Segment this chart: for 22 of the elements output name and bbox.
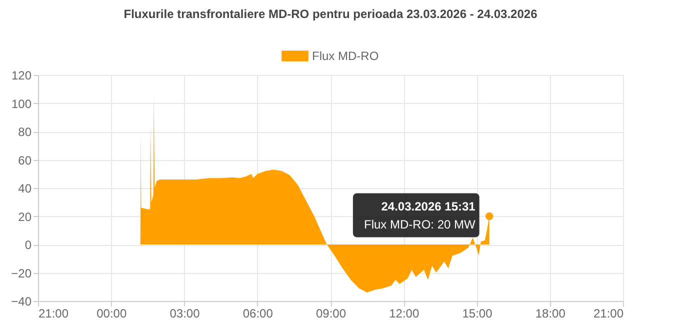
x-tick-label: 12:00 xyxy=(389,306,420,320)
y-tick-label: −40 xyxy=(11,294,32,308)
x-tick-label: 06:00 xyxy=(242,306,274,320)
y-tick-label: 0 xyxy=(24,238,32,252)
x-tick-label: 09:00 xyxy=(316,306,346,320)
y-tick-label: 20 xyxy=(18,210,32,224)
y-tick-label: 40 xyxy=(18,182,32,196)
x-tick-label: 21:00 xyxy=(38,306,69,320)
y-tick-label: 100 xyxy=(11,96,32,111)
annotation: 24.03.2026 15:31 xyxy=(381,199,476,214)
x-tick-label: 00:00 xyxy=(96,306,127,320)
y-tick-label: 80 xyxy=(18,125,32,139)
annotation: Flux MD-RO: 20 MW xyxy=(364,217,476,232)
x-tick-label: 03:00 xyxy=(170,306,200,320)
x-tick-label: 21:00 xyxy=(593,306,624,320)
y-tick-label: −20 xyxy=(11,266,32,280)
x-tick-label: 15:00 xyxy=(462,306,493,320)
y-tick-label: 60 xyxy=(18,153,32,168)
legend-label: Flux MD-RO xyxy=(312,49,379,63)
y-tick-label: 120 xyxy=(11,68,32,82)
chart-title: Fluxurile transfrontaliere MD-RO pentru perioada 23.03.2026 - 24.03.2026 xyxy=(124,7,538,21)
x-tick-label: 18:00 xyxy=(535,306,566,320)
